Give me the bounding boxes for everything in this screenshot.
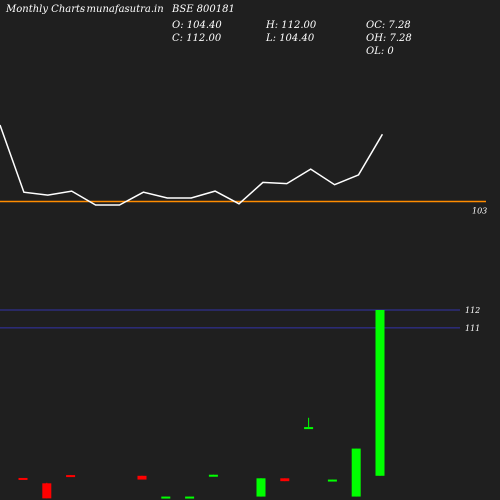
line-chart: 103	[0, 124, 487, 216]
candle	[137, 475, 147, 480]
candle	[185, 496, 195, 499]
open-value: O: 104.40	[172, 20, 222, 31]
candlestick-chart: 112 111	[0, 306, 480, 499]
candle-body	[351, 448, 361, 497]
candle	[256, 478, 266, 497]
candle-body	[304, 427, 314, 430]
reference-label: 103	[472, 207, 487, 216]
candle-body	[66, 475, 76, 478]
candle-body	[42, 483, 52, 499]
candle	[304, 417, 314, 430]
ol-value: OL: 0	[366, 46, 394, 57]
candle-body	[185, 496, 195, 499]
candle-body	[375, 310, 385, 476]
candle-body	[137, 475, 147, 480]
candle-body	[208, 474, 218, 477]
candle-body	[161, 496, 171, 499]
candle-body	[327, 479, 337, 482]
candle	[280, 478, 290, 482]
chart-label: Monthly Charts	[6, 4, 86, 15]
candle	[161, 496, 171, 499]
y-tick-label: 112	[465, 306, 480, 315]
candle	[351, 448, 361, 497]
price-line	[0, 124, 384, 206]
high-value: H: 112.00	[266, 20, 317, 31]
symbol-label: BSE 800181	[172, 4, 235, 15]
candle	[208, 474, 218, 477]
candle-body	[256, 478, 266, 497]
candle	[327, 479, 337, 482]
oc-value: OC: 7.28	[366, 20, 411, 31]
candle	[66, 475, 76, 478]
candle-body	[18, 477, 28, 480]
candle	[18, 477, 28, 480]
low-value: L: 104.40	[266, 33, 315, 44]
candle-body	[280, 478, 290, 482]
oh-value: OH: 7.28	[366, 33, 412, 44]
candle	[42, 482, 52, 499]
site-name: - munafasutra.in	[80, 4, 164, 15]
y-tick-label: 111	[465, 324, 480, 333]
close-value: C: 112.00	[172, 33, 222, 44]
candle	[375, 310, 385, 476]
